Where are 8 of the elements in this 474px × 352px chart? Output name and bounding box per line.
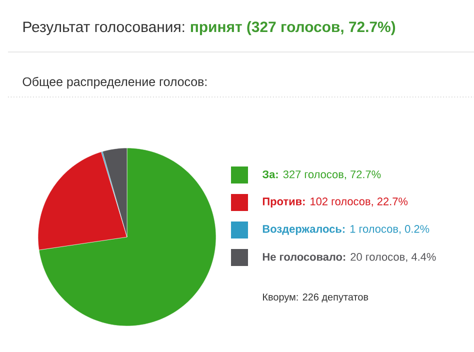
chart-title: Результат голосования: <box>23 22 184 36</box>
legend-label: За: 327 голосов, 72.7% <box>262 170 381 180</box>
legend-label: Воздержалось: 1 голосов, 0.2% <box>262 225 430 235</box>
legend-label: Против: 102 голосов, 22.7% <box>262 198 408 208</box>
legend-label: Не голосовало: 20 голосов, 4.4% <box>262 252 436 262</box>
chart-subtitle: Общее распределение голосов: <box>22 76 206 89</box>
text: Кворум: 226 депутатов <box>263 293 368 303</box>
text: принят (327 голосов, 72.7%) <box>190 21 396 36</box>
